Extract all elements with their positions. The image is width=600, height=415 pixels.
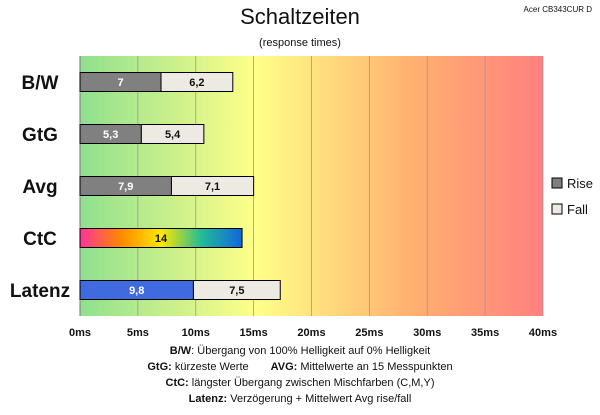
note-ctc-key: CtC: — [165, 377, 189, 389]
note-latenz-text: Verzögerung + Mittelwert Avg rise/fall — [227, 393, 412, 405]
x-tick-label: 15ms — [240, 327, 268, 339]
note-gtg-key: GtG: — [147, 361, 172, 373]
notes: B/W: Übergang von 100% Helligkeit auf 0%… — [0, 343, 600, 407]
note-avg-key: AVG: — [270, 361, 298, 373]
bar-rise-label: 9,8 — [129, 285, 144, 297]
bar-fall — [192, 280, 281, 300]
category-label: GtG — [22, 125, 58, 146]
x-tick-label: 0ms — [69, 327, 91, 339]
x-tick-label: 40ms — [529, 327, 557, 339]
x-tick-labels: 0ms 5ms 10ms 15ms 20ms 25ms 30ms 35ms 40ms — [69, 327, 557, 339]
note-bw-text: : Übergang von 100% Helligkeit auf 0% He… — [191, 345, 431, 357]
category-labels: B/W GtG Avg CtC Latenz — [10, 73, 70, 302]
x-tick-label: 35ms — [471, 327, 499, 339]
device-name: Acer CB343CUR D — [523, 5, 592, 14]
x-tick-label: 10ms — [182, 327, 210, 339]
note-latenz: Latenz: Verzögerung + Mittelwert Avg ris… — [0, 391, 600, 407]
category-label: B/W — [22, 73, 59, 94]
legend-swatch — [551, 203, 563, 215]
legend-label: Fall — [567, 202, 588, 217]
bar-rise-label: 14 — [155, 233, 168, 245]
x-tick-label: 30ms — [413, 327, 441, 339]
legend-swatch — [551, 177, 563, 189]
bar-rise — [79, 228, 243, 248]
bar-fall-label: 7,5 — [229, 285, 244, 297]
category-label: Latenz — [10, 281, 70, 302]
note-bw: B/W: Übergang von 100% Helligkeit auf 0%… — [0, 343, 600, 359]
chart-title: Schaltzeiten — [240, 4, 360, 29]
note-ctc: CtC: längster Übergang zwischen Mischfar… — [0, 375, 600, 391]
bar-rise-label: 7,9 — [118, 181, 133, 193]
bar-fall-label: 5,4 — [165, 129, 181, 141]
legend-label: Rise — [567, 176, 593, 191]
x-tick-label: 25ms — [355, 327, 383, 339]
note-gtg-avg: GtG: kürzeste Werte AVG: Mittelwerte an 1… — [0, 359, 600, 375]
note-ctc-text: längster Übergang zwischen Mischfarben (… — [188, 377, 435, 389]
bar-fall — [140, 124, 205, 144]
bar-fall-label: 6,2 — [189, 77, 204, 89]
category-label: Avg — [22, 177, 57, 198]
legend: Rise Fall — [551, 176, 593, 217]
note-latenz-key: Latenz: — [188, 393, 228, 405]
bars: 7 6,2 5,3 5,4 7,9 7,1 14 9,8 7,5 — [79, 72, 281, 300]
bar-fall-label: 7,1 — [205, 181, 220, 193]
bar-fall — [160, 72, 234, 92]
chart-subtitle: (response times) — [259, 37, 341, 49]
bar-rise-label: 7 — [117, 77, 123, 89]
x-tick-label: 5ms — [127, 327, 149, 339]
note-bw-key: B/W — [169, 345, 192, 357]
note-gtg-text: kürzeste Werte — [171, 361, 249, 373]
x-tick-label: 20ms — [297, 327, 325, 339]
bar-rise-label: 5,3 — [103, 129, 118, 141]
category-label: CtC — [23, 229, 57, 250]
note-avg-text: Mittelwerte an 15 Messpunkten — [297, 361, 453, 373]
bar-fall — [170, 176, 255, 196]
